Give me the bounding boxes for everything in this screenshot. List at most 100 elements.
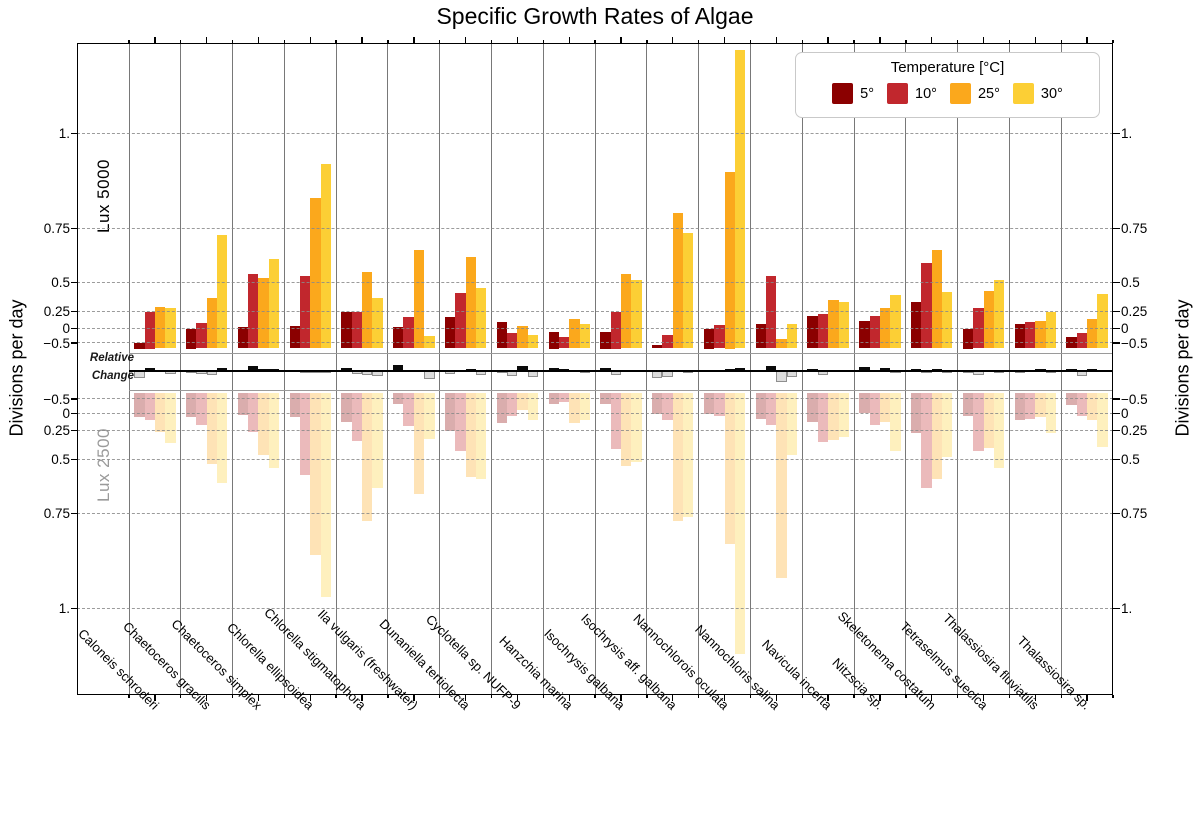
mirror-bar	[1087, 392, 1098, 421]
panel-label-lux2500: Lux 2500	[94, 428, 113, 502]
strip-bottom-line	[129, 390, 1113, 391]
tick	[594, 694, 596, 698]
relchange-step	[444, 371, 456, 374]
tick	[723, 694, 726, 701]
species-separator	[335, 43, 337, 695]
growth-bar	[838, 302, 849, 349]
legend-item-label: 10°	[915, 85, 937, 102]
growth-bar	[776, 339, 787, 349]
relchange-step	[610, 371, 621, 375]
tick-label: 0.5	[51, 275, 70, 290]
tick	[231, 39, 234, 43]
tick	[490, 694, 493, 698]
relchange-step	[766, 365, 777, 372]
legend-item-label: 30°	[1040, 85, 1063, 102]
relchange-step	[341, 368, 352, 372]
growth-bar	[475, 288, 487, 349]
tick	[801, 694, 803, 698]
tick	[464, 694, 467, 701]
relchange-step	[351, 371, 363, 375]
mirror-bar	[341, 392, 352, 422]
tick-label: 1.	[1121, 126, 1133, 141]
mirror-bar	[517, 392, 528, 410]
growth-bar	[393, 327, 404, 349]
growth-bar	[631, 280, 642, 349]
mirror-bar	[154, 392, 166, 432]
tick	[1113, 458, 1120, 461]
mirror-bar	[527, 392, 539, 421]
relchange-step	[1076, 371, 1088, 377]
relchange-step	[652, 371, 663, 378]
legend-item: 10°	[887, 83, 937, 104]
relchange-step	[258, 368, 269, 372]
tick	[1034, 36, 1036, 43]
mirror-bar	[372, 392, 383, 488]
growth-bar	[714, 325, 725, 349]
relchange-step	[890, 371, 901, 373]
tick-label: 0.5	[51, 452, 70, 467]
relchange-step	[185, 371, 197, 374]
species-separator	[698, 43, 700, 695]
growth-bar	[341, 312, 352, 349]
tick	[1008, 694, 1011, 698]
growth-bar	[1076, 333, 1088, 349]
tick	[516, 36, 519, 43]
species-label: Tetraselmus suecica	[896, 618, 991, 713]
growth-bar	[1097, 294, 1108, 349]
tick	[1060, 694, 1062, 698]
tick	[70, 327, 77, 330]
tick	[128, 39, 130, 43]
species-label: Ila vulgaris (freshwater)	[314, 606, 421, 713]
growth-bar	[931, 250, 943, 349]
relchange-step	[517, 366, 528, 372]
growth-bar	[579, 324, 590, 349]
tick	[1113, 607, 1120, 610]
relchange-step	[248, 366, 259, 372]
tick	[205, 36, 208, 43]
tick	[542, 694, 544, 698]
growth-bar	[869, 315, 880, 349]
growth-bar	[610, 311, 621, 349]
growth-bar	[465, 256, 476, 349]
tick	[70, 429, 77, 432]
mirror-bar	[724, 392, 735, 544]
mirror-bar	[299, 392, 311, 475]
tick	[1060, 39, 1062, 43]
tick	[672, 36, 674, 43]
relchange-step	[817, 371, 829, 375]
tick	[801, 39, 803, 43]
species-separator	[128, 43, 130, 695]
tick	[516, 694, 519, 701]
legend-item: 30°	[1012, 83, 1063, 104]
growth-bar	[1014, 323, 1025, 349]
relchange-step	[931, 368, 943, 372]
mirror-bar	[362, 392, 373, 522]
relchange-step	[662, 371, 673, 378]
growth-bar	[527, 334, 539, 349]
growth-bar	[185, 328, 197, 349]
growth-bar	[154, 306, 166, 349]
tick	[205, 694, 208, 701]
growth-bar	[403, 316, 414, 349]
growth-bar	[755, 323, 766, 349]
tick	[853, 694, 855, 698]
relative-change-label-line2: Change	[91, 369, 134, 382]
growth-bar	[600, 332, 611, 349]
legend-swatch	[887, 83, 909, 104]
species-label: Chlorella ellipsoidea	[224, 619, 318, 713]
species-label: Chlorella stigmatophora	[261, 604, 370, 713]
species-separator	[180, 43, 182, 695]
growth-bar	[1024, 321, 1036, 349]
mirror-bar	[444, 392, 456, 431]
tick	[775, 694, 778, 701]
relchange-step	[734, 368, 746, 372]
mirror-bar	[496, 392, 508, 424]
species-label: Dunaniella tertiolecta	[376, 616, 473, 713]
growth-bar	[507, 333, 518, 349]
growth-bar	[299, 276, 311, 349]
growth-bar	[983, 290, 994, 349]
growth-bar	[1087, 318, 1098, 349]
growth-bar	[817, 314, 829, 349]
growth-bar	[196, 323, 207, 349]
mirror-bar	[890, 392, 901, 452]
